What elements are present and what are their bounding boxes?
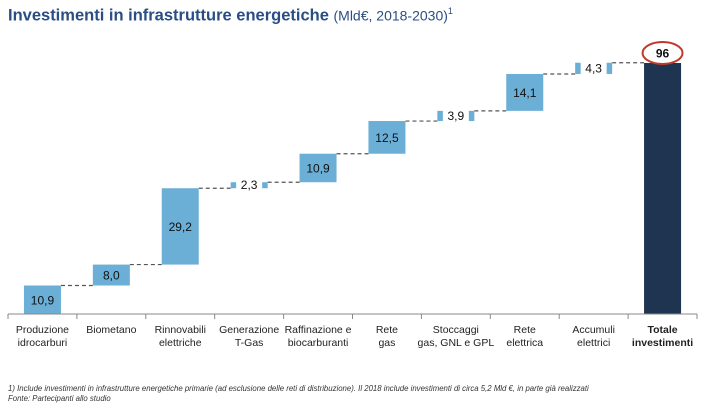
data-label-background — [580, 61, 607, 76]
data-label-background — [236, 178, 263, 193]
category-label-line: Biometano — [86, 324, 136, 336]
category-label-line: Accumuli — [572, 324, 615, 336]
category-label-line: elettrica — [506, 337, 543, 349]
chart-title-unit: (Mld€, 2018-2030) — [333, 7, 448, 24]
chart-title-main: Investimenti in infrastrutture energetic… — [8, 6, 329, 25]
category-label-line: Generazione — [219, 324, 279, 336]
category-label-line: Produzione — [16, 324, 69, 336]
total-highlight-circle — [641, 41, 684, 65]
data-label: 10,9 — [31, 293, 55, 307]
category-label-line: elettriche — [159, 337, 202, 349]
bar — [299, 153, 337, 183]
chart-title: Investimenti in infrastrutture energetic… — [8, 6, 453, 26]
category-label: Generazione T-Gas — [219, 324, 279, 349]
category-label-line: elettrici — [577, 337, 610, 349]
data-label-background — [442, 108, 469, 123]
category-label: Totale investimenti — [632, 324, 693, 349]
category-label-line: idrocarburi — [18, 337, 68, 349]
bar — [368, 121, 406, 154]
bar — [644, 63, 682, 314]
category-label: Stoccaggi gas, GNL e GPL — [418, 324, 495, 349]
data-label: 4,3 — [585, 61, 602, 75]
data-label: 8,0 — [103, 269, 120, 283]
category-label: Rinnovabili elettriche — [155, 324, 206, 349]
data-label: 10,9 — [306, 161, 330, 175]
footnote: 1) Include investimenti in infrastruttur… — [8, 384, 589, 404]
category-label-line: Raffinazione e — [285, 324, 352, 336]
data-label: 3,9 — [448, 109, 465, 123]
category-label-line: biocarburanti — [288, 337, 349, 349]
category-label-line: Rete — [376, 324, 398, 336]
category-label: Rete gas — [376, 324, 398, 349]
data-label: 96 — [656, 47, 670, 61]
category-label-line: gas — [378, 337, 395, 349]
data-label: 29,2 — [169, 220, 193, 234]
category-label-line: Totale — [647, 324, 677, 336]
category-label: Accumuli elettrici — [572, 324, 615, 349]
bar — [161, 188, 199, 265]
footnote-source: Fonte: Partecipanti allo studio — [8, 394, 111, 403]
category-label: Biometano — [86, 324, 136, 336]
category-label: Rete elettrica — [506, 324, 543, 349]
bar — [506, 73, 544, 111]
bar — [92, 264, 130, 286]
category-label-line: Stoccaggi — [433, 324, 479, 336]
category-label-line: Rete — [514, 324, 536, 336]
category-label-line: Rinnovabili — [155, 324, 206, 336]
bar — [23, 285, 61, 314]
waterfall-chart: 10,9 8,0 29,2 2,3 10,9 12,5 3,9 14,1 4,3 96 Produz… — [7, 41, 698, 349]
data-label: 2,3 — [241, 178, 258, 192]
data-label: 14,1 — [513, 86, 537, 100]
category-label: Raffinazione e biocarburanti — [285, 324, 352, 349]
category-label: Produzione idrocarburi — [16, 324, 69, 349]
category-label-line: T-Gas — [235, 337, 264, 349]
chart-title-footnote-mark: 1 — [447, 6, 453, 16]
category-label-line: investimenti — [632, 337, 693, 349]
footnote-line-1: 1) Include investimenti in infrastruttur… — [8, 384, 589, 393]
data-label: 12,5 — [375, 131, 399, 145]
category-label-line: gas, GNL e GPL — [418, 337, 495, 349]
